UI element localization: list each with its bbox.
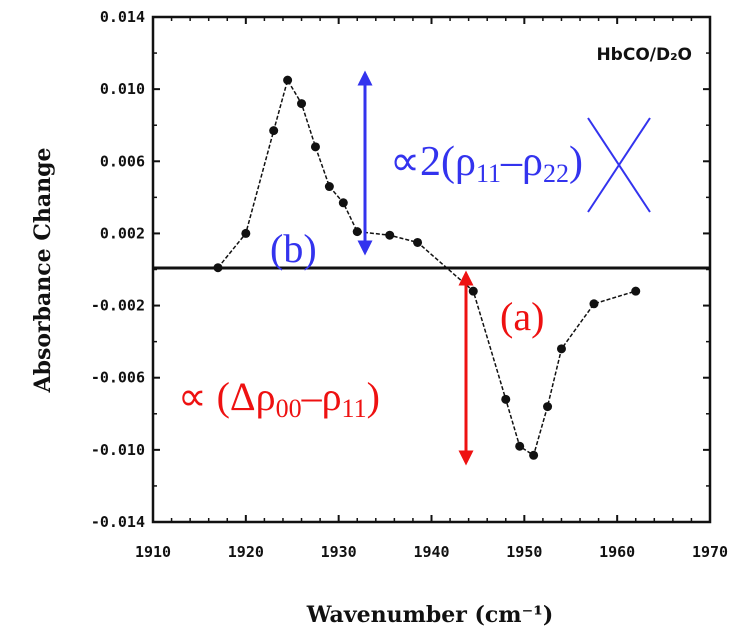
data-point (631, 286, 641, 296)
red-expr-sub2: 11 (342, 394, 367, 423)
y-axis-title: Absorbance Change (30, 148, 56, 394)
red-expression: ∝ (Δρ00–ρ11) (178, 374, 380, 423)
data-point (468, 286, 478, 296)
data-point (324, 182, 334, 192)
blue-expr-mid: –ρ (500, 139, 543, 185)
x-tick-label: 1930 (321, 543, 357, 561)
blue-expr-sub1: 11 (476, 159, 501, 188)
x-axis-title: Wavenumber (cm⁻¹) (306, 602, 553, 628)
y-tick-label: -0.006 (91, 369, 145, 387)
sample-label: HbCO/D₂O (596, 45, 692, 65)
x-tick-label: 1960 (599, 543, 635, 561)
y-tick-label: 0.006 (100, 152, 145, 170)
y-tick-label: 0.010 (100, 80, 145, 98)
data-point (241, 228, 251, 238)
y-tick-labels: 0.014 0.010 0.006 0.002 -0.002 -0.006 -0.010 -0… (91, 8, 145, 531)
red-expr-suffix: ) (367, 374, 380, 419)
y-tick-label: 0.002 (100, 224, 145, 242)
red-expr-prefix: ∝ (Δρ (178, 374, 276, 419)
blue-expr-prefix: ∝2(ρ (390, 139, 476, 185)
red-expr-sub1: 00 (276, 394, 302, 423)
y-tick-label: -0.010 (91, 441, 145, 459)
data-point (269, 126, 279, 136)
data-point (213, 263, 223, 273)
data-point (338, 198, 348, 208)
x-tick-label: 1920 (228, 543, 264, 561)
data-point (543, 402, 553, 412)
label-b: (b) (270, 226, 317, 271)
y-tick-label: -0.014 (91, 513, 145, 531)
blue-expr-suffix: ) (569, 139, 583, 185)
red-expr-mid: –ρ (301, 374, 342, 419)
data-point (515, 441, 525, 451)
data-point (529, 450, 539, 460)
data-point (283, 75, 293, 85)
series-points (213, 75, 641, 460)
blue-expr-sub2: 22 (543, 159, 569, 188)
x-tick-label: 1950 (506, 543, 542, 561)
data-point (310, 142, 320, 152)
data-point (413, 237, 423, 247)
strike-line-2 (587, 117, 651, 213)
axis-ticks (152, 16, 711, 523)
y-tick-label: -0.002 (91, 297, 145, 315)
data-point (385, 230, 395, 240)
label-a: (a) (500, 294, 544, 339)
x-tick-label: 1940 (413, 543, 449, 561)
data-point (501, 394, 511, 404)
data-point (589, 299, 599, 309)
data-point (556, 344, 566, 354)
data-point (297, 99, 307, 109)
blue-expression: ∝2(ρ11–ρ22) (390, 139, 583, 188)
x-tick-label: 1910 (135, 543, 171, 561)
data-point (352, 227, 362, 237)
y-tick-label: 0.014 (100, 8, 145, 26)
x-tick-labels: 1910 1920 1930 1940 1950 1960 1970 (135, 543, 728, 561)
x-tick-label: 1970 (692, 543, 728, 561)
